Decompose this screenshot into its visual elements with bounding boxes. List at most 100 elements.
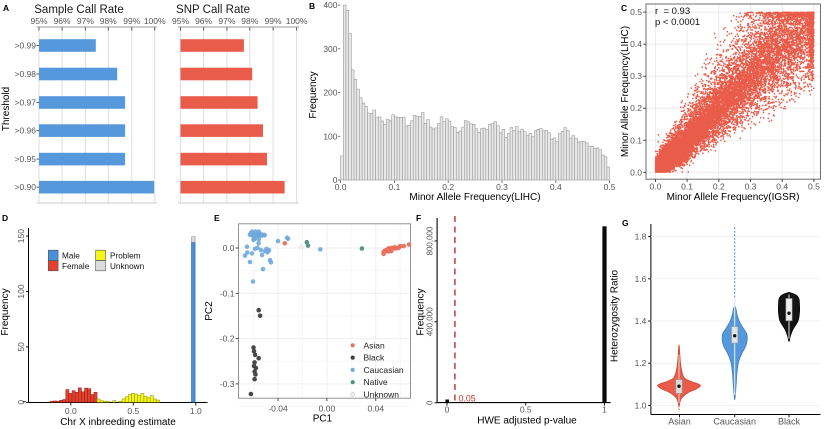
svg-text:0.0: 0.0 [223, 243, 235, 253]
svg-text:99%: 99% [123, 16, 140, 26]
svg-text:1.6: 1.6 [635, 274, 647, 284]
svg-text:0.5: 0.5 [808, 182, 820, 192]
svg-text:PC2: PC2 [204, 301, 215, 321]
svg-text:1.2: 1.2 [635, 358, 647, 368]
svg-text:Caucasian: Caucasian [713, 417, 756, 427]
svg-text:-0.2: -0.2 [220, 334, 235, 344]
svg-text:0.04: 0.04 [368, 404, 385, 414]
svg-text:-0.3: -0.3 [220, 379, 235, 389]
svg-text:400: 400 [323, 0, 337, 10]
svg-text:97%: 97% [77, 16, 94, 26]
svg-text:Minor Allele Frequency(IGSR): Minor Allele Frequency(IGSR) [667, 192, 800, 203]
svg-text:Female: Female [62, 262, 90, 271]
svg-text:Threshold: Threshold [1, 87, 12, 131]
svg-text:0: 0 [16, 400, 26, 405]
svg-text:D: D [2, 213, 8, 223]
svg-text:G: G [622, 218, 629, 228]
svg-text:PC1: PC1 [313, 414, 333, 425]
svg-text:Native: Native [364, 377, 388, 387]
svg-text:0: 0 [333, 175, 338, 185]
svg-text:100%: 100% [144, 16, 166, 26]
svg-text:0.2: 0.2 [442, 182, 454, 192]
svg-text:0.5: 0.5 [604, 182, 616, 192]
svg-text:0: 0 [445, 405, 450, 415]
svg-text:95%: 95% [172, 16, 189, 26]
svg-text:0.1: 0.1 [630, 135, 642, 145]
svg-text:F: F [416, 213, 421, 223]
svg-text:Unknown: Unknown [110, 262, 145, 271]
svg-text:0.0: 0.0 [630, 167, 642, 177]
svg-text:98%: 98% [241, 16, 258, 26]
svg-text:>0.95: >0.95 [14, 154, 36, 164]
svg-text:Minor Allele Frequency(LIHC): Minor Allele Frequency(LIHC) [409, 192, 540, 203]
svg-text:Black: Black [364, 353, 386, 363]
svg-text:Chr X inbreeding estimate: Chr X inbreeding estimate [60, 417, 176, 428]
svg-text:1.4: 1.4 [635, 316, 647, 326]
svg-text:Frequency: Frequency [416, 288, 427, 335]
svg-text:99%: 99% [265, 16, 282, 26]
svg-text:-0.04: -0.04 [268, 404, 288, 414]
svg-text:-0.1: -0.1 [220, 288, 235, 298]
svg-text:>0.98: >0.98 [14, 69, 36, 79]
svg-text:96%: 96% [195, 16, 212, 26]
svg-text:50: 50 [16, 342, 26, 352]
svg-text:0.5: 0.5 [520, 405, 532, 415]
svg-text:Problem: Problem [110, 251, 141, 260]
svg-text:0.1: 0.1 [388, 182, 400, 192]
svg-text:HWE adjusted p-value: HWE adjusted p-value [477, 416, 577, 427]
svg-text:100%: 100% [286, 16, 308, 26]
svg-text:0.1: 0.1 [681, 182, 693, 192]
svg-text:100: 100 [16, 284, 26, 298]
svg-text:B: B [309, 1, 315, 11]
svg-text:r = 0.93: r = 0.93 [655, 6, 690, 17]
svg-text:0.00: 0.00 [319, 404, 336, 414]
svg-text:Asian: Asian [364, 340, 386, 350]
svg-text:0.0: 0.0 [649, 182, 661, 192]
svg-text:0: 0 [426, 400, 435, 405]
svg-text:0.05: 0.05 [459, 394, 476, 404]
svg-text:0.2: 0.2 [630, 103, 642, 113]
svg-text:0.5: 0.5 [630, 7, 642, 17]
svg-text:0.5: 0.5 [127, 406, 139, 416]
svg-text:100: 100 [323, 131, 337, 141]
svg-text:>0.90: >0.90 [14, 182, 36, 192]
svg-text:1.0: 1.0 [190, 406, 202, 416]
svg-text:0.3: 0.3 [745, 182, 757, 192]
svg-text:95%: 95% [30, 16, 47, 26]
svg-text:400,000: 400,000 [426, 307, 435, 336]
svg-text:98%: 98% [100, 16, 117, 26]
svg-text:Unknown: Unknown [364, 390, 400, 400]
svg-text:C: C [621, 3, 627, 13]
svg-text:Minor Allele Frequency(LIHC): Minor Allele Frequency(LIHC) [620, 26, 631, 157]
svg-text:96%: 96% [54, 16, 71, 26]
svg-text:0.4: 0.4 [776, 182, 788, 192]
svg-text:Caucasian: Caucasian [364, 365, 404, 375]
svg-text:150: 150 [16, 229, 26, 243]
svg-text:Heterozygosity Ratio: Heterozygosity Ratio [610, 269, 621, 362]
svg-text:Sample Call Rate: Sample Call Rate [34, 4, 123, 16]
svg-text:0.3: 0.3 [630, 71, 642, 81]
svg-text:>0.97: >0.97 [14, 98, 36, 108]
svg-text:1.0: 1.0 [635, 400, 647, 410]
svg-text:Male: Male [62, 251, 80, 260]
svg-text:A: A [3, 3, 9, 13]
svg-text:800,000: 800,000 [426, 226, 435, 255]
svg-text:Frequency: Frequency [308, 71, 319, 118]
svg-text:0.0: 0.0 [65, 406, 77, 416]
svg-text:200: 200 [323, 88, 337, 98]
svg-text:1.8: 1.8 [635, 232, 647, 242]
svg-text:Black: Black [778, 417, 801, 427]
svg-text:0.4: 0.4 [630, 39, 642, 49]
svg-text:>0.96: >0.96 [14, 126, 36, 136]
svg-text:300: 300 [323, 44, 337, 54]
svg-text:Asian: Asian [668, 417, 691, 427]
svg-text:0.3: 0.3 [496, 182, 508, 192]
svg-text:1: 1 [602, 405, 607, 415]
svg-text:97%: 97% [218, 16, 235, 26]
svg-text:0.4: 0.4 [550, 182, 562, 192]
svg-text:>0.99: >0.99 [14, 41, 36, 51]
svg-text:Frequency: Frequency [0, 288, 11, 335]
svg-text:E: E [214, 213, 220, 223]
svg-text:0.0: 0.0 [335, 182, 347, 192]
svg-text:SNP Call Rate: SNP Call Rate [176, 4, 250, 16]
